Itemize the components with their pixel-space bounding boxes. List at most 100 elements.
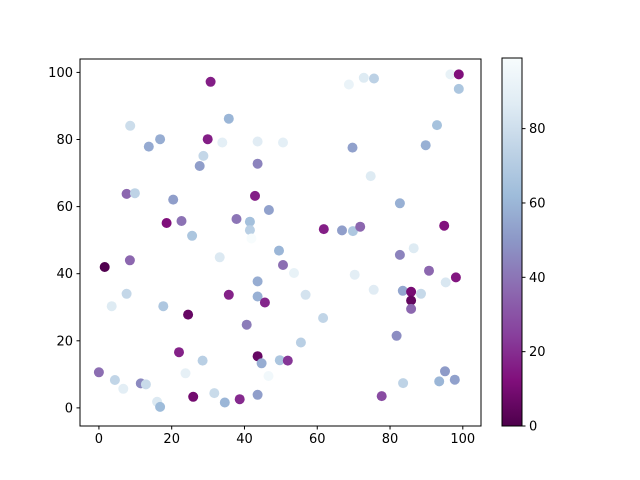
scatter-point [168,194,179,205]
axes-spines [79,58,482,427]
scatter-point [432,120,442,131]
scatter-point [406,295,417,306]
colorbar-tick-label: 60 [529,196,546,211]
scatter-point [347,226,358,237]
scatter-point [449,374,460,385]
scatter-point [214,252,225,263]
scatter-point [194,161,205,171]
scatter-point [439,220,450,231]
scatter-point [274,245,284,256]
scatter-point [197,355,208,366]
scatter-point [158,301,169,312]
x-tick-label: 40 [236,432,253,447]
scatter-point [93,367,104,378]
scatter-point [416,288,426,299]
y-tick-label: 40 [56,267,73,282]
scatter-point [241,319,252,330]
scatter-point [252,389,263,400]
scatter-point [368,284,379,295]
scatter-point [205,76,216,87]
scatter-point [187,230,198,241]
scatter-point [278,260,288,270]
scatter-point [453,83,464,94]
y-tick-label: 60 [56,200,73,215]
scatter-point [125,120,136,131]
scatter-point [124,255,135,266]
scatter-point [376,391,387,402]
scatter-point [244,225,255,236]
scatter-point [219,397,230,408]
scatter-point [406,286,417,297]
scatter-point [369,73,379,84]
scatter-point [118,383,129,394]
y-tick-label: 0 [65,401,73,416]
scatter-point [223,113,234,124]
scatter-point [424,265,434,276]
scatter-point [289,268,299,278]
scatter-point [263,205,274,215]
scatter-point [140,379,151,390]
scatter-point [234,394,245,405]
scatter-point [121,288,132,299]
scatter-points [93,69,464,412]
scatter-point [274,355,285,366]
y-axis: 0 20 40 60 80 100 [48,66,80,416]
x-tick-label: 0 [95,432,103,447]
scatter-point [295,337,306,348]
scatter-point [365,171,376,182]
scatter-point [155,134,166,145]
scatter-point [337,225,347,236]
x-tick-label: 80 [382,432,399,447]
scatter-point [440,366,450,377]
scatter-point [355,221,366,232]
scatter-point [263,371,274,381]
x-tick-label: 60 [309,432,326,447]
scatter-point [450,272,461,283]
colorbar: 0 20 40 60 80 [501,57,546,435]
scatter-point [174,347,184,358]
colorbar-tick-label: 20 [529,345,546,360]
scatter-point [244,216,255,227]
scatter-point [180,368,191,379]
scatter-point [252,291,263,302]
scatter-point [358,72,369,83]
x-tick-label: 20 [163,432,180,447]
scatter-point [440,277,451,288]
scatter-point [143,141,154,152]
scatter-point [252,136,263,147]
scatter-point [231,214,242,224]
scatter-point [176,216,187,226]
scatter-point [198,150,209,161]
scatter-point [121,188,132,199]
scatter-point [453,69,464,80]
scatter-point [106,301,117,312]
scatter-point [209,388,220,399]
scatter-point [183,309,194,320]
scatter-point [109,375,120,385]
scatter-point [391,330,402,341]
scatter-point [318,224,329,235]
scatter-point [406,303,417,314]
scatter-point [394,249,405,260]
scatter-point [202,134,213,145]
scatter-point [420,140,431,151]
scatter-point [259,297,270,308]
scatter-point [408,243,419,254]
scatter-point [252,158,263,169]
scatter-point [188,391,199,402]
scatter-point [223,289,234,300]
y-tick-label: 80 [56,133,73,148]
scatter-point [161,218,172,228]
scatter-point [394,198,405,209]
scatter-point [349,269,360,280]
colorbar-tick-label: 0 [529,420,537,435]
scatter-point [256,358,267,369]
scatter-point [434,376,445,387]
scatter-point [278,137,288,148]
scatter-point [318,313,329,323]
colorbar-tick-label: 80 [529,122,546,137]
scatter-point [155,401,166,412]
scatter-point [343,79,354,90]
